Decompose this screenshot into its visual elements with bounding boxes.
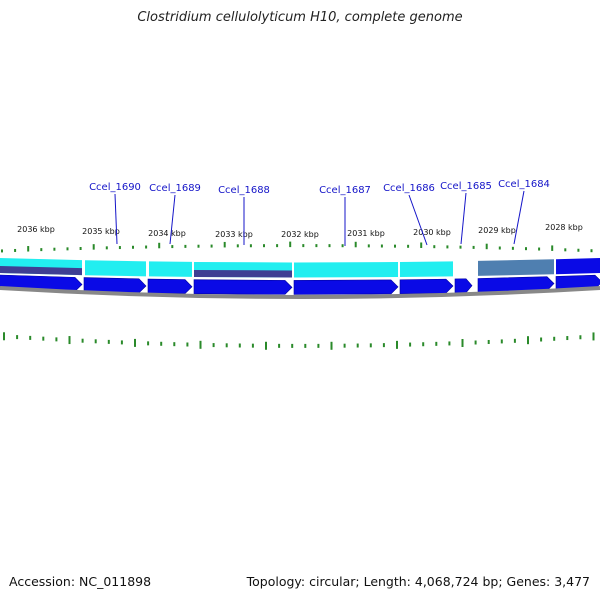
genome-summary-text: Topology: circular; Length: 4,068,724 bp… bbox=[246, 574, 590, 589]
gene-label: Ccel_1685 bbox=[440, 181, 492, 192]
gene-leader-line bbox=[513, 190, 525, 245]
accession-text: Accession: NC_011898 bbox=[9, 574, 152, 589]
feature-segment-overlap bbox=[0, 265, 82, 276]
gene-label: Ccel_1690 bbox=[89, 182, 141, 193]
feature-segment bbox=[400, 261, 453, 277]
feature-segment bbox=[85, 260, 146, 277]
gene-leader-line bbox=[169, 194, 176, 245]
gene-label: Ccel_1687 bbox=[319, 185, 371, 196]
cds-arrow bbox=[83, 277, 147, 294]
kbp-tick-label: 2028 kbp bbox=[545, 223, 583, 232]
gene-label-group: Ccel_1690 Ccel_1689 Ccel_1688 Ccel_1687 Ccel… bbox=[89, 179, 550, 246]
kbp-tick-label: 2030 kbp bbox=[413, 228, 451, 237]
kbp-tick-label: 2033 kbp bbox=[215, 230, 253, 239]
cds-track bbox=[0, 274, 600, 295]
inner-tick-ring bbox=[3, 332, 595, 350]
kbp-tick-label: 2035 kbp bbox=[82, 227, 120, 236]
kbp-label-group: 2036 kbp 2035 kbp 2034 kbp 2033 kbp 2032 kbp… bbox=[17, 223, 583, 239]
feature-track bbox=[0, 257, 600, 278]
cds-arrow bbox=[293, 279, 399, 295]
cds-arrow bbox=[399, 278, 454, 295]
feature-segment bbox=[478, 259, 554, 276]
feature-segment bbox=[294, 262, 398, 278]
outer-tick-ring bbox=[1, 241, 593, 253]
gene-leader-line bbox=[460, 192, 467, 245]
cds-arrow bbox=[147, 278, 193, 294]
feature-segment bbox=[149, 261, 192, 277]
kbp-tick-label: 2032 kbp bbox=[281, 230, 319, 239]
cds-arrow bbox=[454, 278, 473, 294]
feature-segment-overlap bbox=[194, 269, 292, 278]
kbp-tick-label: 2031 kbp bbox=[347, 229, 385, 238]
gene-leader-line bbox=[408, 194, 428, 246]
feature-segment bbox=[556, 257, 600, 275]
cds-arrow bbox=[477, 276, 555, 293]
genome-title: Clostridium cellulolyticum H10, complete… bbox=[137, 10, 463, 25]
cds-arrow bbox=[193, 279, 293, 295]
genome-backbone bbox=[0, 286, 600, 299]
gene-leader-line bbox=[114, 193, 118, 245]
gene-label: Ccel_1688 bbox=[218, 185, 270, 196]
gene-label: Ccel_1686 bbox=[383, 183, 435, 194]
kbp-tick-label: 2036 kbp bbox=[17, 225, 55, 234]
kbp-tick-label: 2034 kbp bbox=[148, 229, 186, 238]
kbp-tick-label: 2029 kbp bbox=[478, 226, 516, 235]
gene-label: Ccel_1684 bbox=[498, 179, 550, 190]
gene-label: Ccel_1689 bbox=[149, 183, 201, 194]
